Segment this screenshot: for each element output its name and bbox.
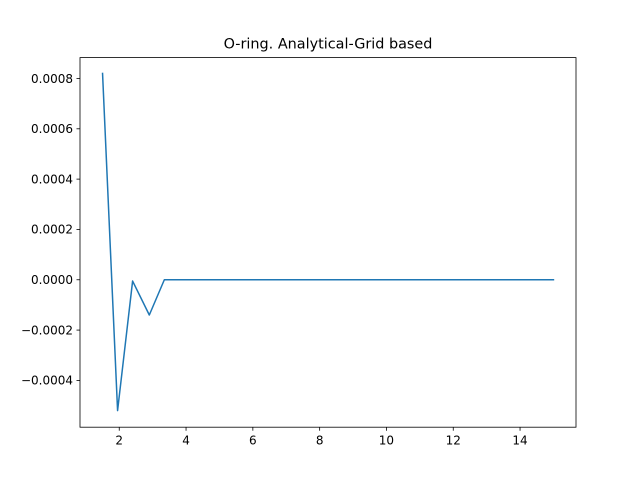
x-tick-label: 12 (446, 434, 461, 448)
y-tick-label: 0.0008 (31, 72, 73, 86)
x-tick-label: 6 (249, 434, 257, 448)
y-tick-label: 0.0000 (31, 273, 73, 287)
series-line (101, 72, 555, 412)
axes-frame (79, 57, 577, 428)
y-tick-label: −0.0004 (21, 374, 73, 388)
y-axis: −0.0004 −0.0002 0.0000 0.0002 0.0004 0.0006 0.… (21, 72, 80, 388)
plot-area (101, 72, 555, 412)
y-tick-label: 0.0002 (31, 223, 73, 237)
x-tick-label: 8 (316, 434, 324, 448)
x-tick-label: 14 (512, 434, 527, 448)
x-axis: 2 4 6 8 10 12 14 (115, 427, 528, 448)
y-tick-label: −0.0002 (21, 323, 73, 337)
x-tick-label: 10 (379, 434, 394, 448)
x-tick-label: 4 (182, 434, 190, 448)
y-tick-label: 0.0004 (31, 172, 73, 186)
x-tick-label: 2 (115, 434, 123, 448)
chart-title: O-ring. Analytical-Grid based (224, 37, 433, 53)
y-tick-label: 0.0006 (31, 122, 73, 136)
